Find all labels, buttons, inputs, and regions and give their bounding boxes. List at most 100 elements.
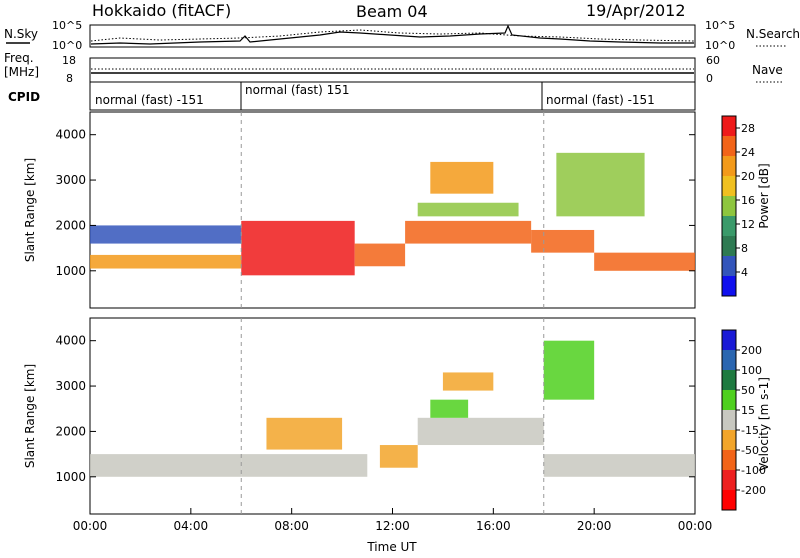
cpid-segment-2: normal (fast) 151 xyxy=(245,83,349,97)
data-band xyxy=(90,254,242,269)
data-band xyxy=(430,399,469,418)
data-band xyxy=(430,161,494,194)
velocity-bands xyxy=(90,340,695,477)
colorbar-swatch xyxy=(722,256,736,277)
colorbar-swatch xyxy=(722,470,736,491)
x-tick-label: 00:00 xyxy=(678,519,713,533)
y-tick-label: 2000 xyxy=(55,218,86,232)
data-band xyxy=(531,229,595,253)
colorbar-swatch xyxy=(722,176,736,197)
velocity-ylabel: Slant Range [km] xyxy=(23,364,37,468)
noise-sky-trace xyxy=(90,24,694,45)
data-band xyxy=(405,220,532,244)
colorbar-tick-label: 100 xyxy=(741,364,762,377)
x-tick-label: 04:00 xyxy=(174,519,209,533)
colorbar-swatch xyxy=(722,410,736,431)
colorbar-swatch xyxy=(722,450,736,471)
x-tick-label: 08:00 xyxy=(274,519,309,533)
freq-tick-bottom: 8 xyxy=(66,72,73,85)
data-band xyxy=(417,202,519,217)
data-band xyxy=(354,243,406,267)
colorbar-tick-label: -100 xyxy=(741,464,766,477)
data-band xyxy=(417,417,544,446)
mode-change-lines xyxy=(240,112,545,514)
cpid-segment-3: normal (fast) -151 xyxy=(546,93,655,107)
colorbar-swatch xyxy=(722,330,736,351)
nave-label: Nave xyxy=(752,63,783,77)
colorbar-tick-label: -15 xyxy=(741,424,759,437)
data-band xyxy=(543,340,595,400)
y-tick-label: 2000 xyxy=(55,424,86,438)
beam-label: Beam 04 xyxy=(356,2,428,21)
colorbar-tick-label: -200 xyxy=(741,484,766,497)
y-tick-label: 1000 xyxy=(55,470,86,484)
velocity-yticks: 1000 2000 3000 4000 xyxy=(55,334,695,484)
date-label: 19/Apr/2012 xyxy=(586,1,686,20)
frequency-panel: Freq. [MHz] 18 8 60 0 Nave xyxy=(4,51,784,85)
y-tick-label: 4000 xyxy=(55,128,86,142)
colorbar-swatch xyxy=(722,350,736,371)
colorbar-swatch xyxy=(722,370,736,391)
power-yticks: 1000 2000 3000 4000 xyxy=(55,128,695,278)
time-xticks: 00:00 04:00 08:00 12:00 16:00 20:00 00:00 xyxy=(73,508,713,533)
data-band xyxy=(241,220,355,276)
colorbar-tick-label: 20 xyxy=(741,170,755,183)
data-band xyxy=(594,252,695,271)
cpid-segment-1: normal (fast) -151 xyxy=(95,93,204,107)
colorbar-swatch xyxy=(722,390,736,411)
colorbar-tick-label: 50 xyxy=(741,384,755,397)
noise-ytop-left: 10^5 xyxy=(52,19,82,32)
nave-tick-top: 60 xyxy=(706,54,720,67)
power-ylabel: Slant Range [km] xyxy=(23,158,37,262)
colorbar-tick-label: 24 xyxy=(741,146,755,159)
colorbar-swatch xyxy=(722,490,736,511)
x-tick-label: 00:00 xyxy=(73,519,108,533)
freq-label-line1: Freq. xyxy=(4,51,34,65)
noise-panel: N.Sky 10^5 10^0 10^5 10^0 N.Search xyxy=(4,19,800,52)
power-colorbar-label: Power [dB] xyxy=(757,163,771,228)
x-tick-label: 20:00 xyxy=(577,519,612,533)
colorbar-swatch xyxy=(722,196,736,217)
velocity-colorbar: 200 100 50 15 -15 -50 -100 -200 xyxy=(721,329,766,511)
colorbar-frame xyxy=(721,115,737,297)
data-band xyxy=(90,225,242,244)
colorbar-swatch xyxy=(722,156,736,177)
y-tick-label: 1000 xyxy=(55,264,86,278)
x-tick-label: 12:00 xyxy=(375,519,410,533)
nave-tick-bottom: 0 xyxy=(706,72,713,85)
velocity-colorbar-label: Velocity [m s-1] xyxy=(757,377,771,471)
data-band xyxy=(556,152,645,217)
time-xlabel: Time UT xyxy=(366,540,417,554)
freq-label-line2: [MHz] xyxy=(4,65,39,79)
velocity-plot: 1000 2000 3000 4000 Slant Range [km] 200 100… xyxy=(23,317,771,554)
colorbar-tick-label: 28 xyxy=(741,122,755,135)
colorbar-swatch xyxy=(722,430,736,451)
colorbar-swatch xyxy=(722,116,736,137)
y-tick-label: 3000 xyxy=(55,379,86,393)
power-plot: 1000 2000 3000 4000 Slant Range [km] 4 8 12 16… xyxy=(23,111,771,309)
y-tick-label: 3000 xyxy=(55,173,86,187)
data-band xyxy=(90,454,242,477)
colorbar-tick-label: 16 xyxy=(741,194,755,207)
colorbar-tick-label: 12 xyxy=(741,218,755,231)
colorbar-tick-label: 4 xyxy=(741,266,748,279)
colorbar-tick-label: 15 xyxy=(741,404,755,417)
cpid-panel: CPID normal (fast) -151 normal (fast) 15… xyxy=(8,81,696,111)
colorbar-swatch xyxy=(722,236,736,257)
power-colorbar: 4 8 12 16 20 24 28 xyxy=(721,115,755,297)
freq-tick-top: 18 xyxy=(62,54,76,67)
noise-ybottom-left: 10^0 xyxy=(52,39,82,52)
colorbar-swatch xyxy=(722,136,736,157)
station-title: Hokkaido (fitACF) xyxy=(92,1,231,20)
data-band xyxy=(266,417,343,450)
data-band xyxy=(379,445,418,468)
velocity-plot-frame xyxy=(89,317,696,515)
cpid-label: CPID xyxy=(8,90,40,104)
data-band xyxy=(241,454,368,477)
power-bands xyxy=(90,152,695,276)
data-band xyxy=(442,372,494,391)
x-tick-label: 16:00 xyxy=(476,519,511,533)
colorbar-frame xyxy=(721,329,737,511)
noise-ytop-right: 10^5 xyxy=(705,19,735,32)
